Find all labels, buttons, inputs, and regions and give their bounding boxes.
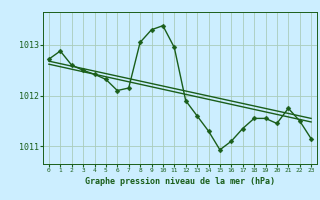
X-axis label: Graphe pression niveau de la mer (hPa): Graphe pression niveau de la mer (hPa) bbox=[85, 177, 275, 186]
